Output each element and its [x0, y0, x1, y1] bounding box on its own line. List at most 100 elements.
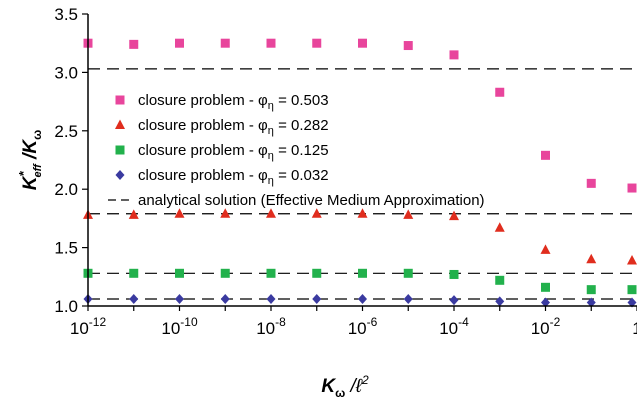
data-point-series-3 [449, 295, 459, 306]
y-title-main: K [20, 175, 41, 190]
y-tick-label: 1.5 [54, 239, 78, 258]
data-point-series-2 [312, 268, 322, 278]
legend-label-3: closure problem - φη = 0.032 [138, 167, 329, 187]
data-point-series-1 [128, 209, 139, 219]
data-point-series-2 [495, 275, 505, 285]
x-tick-base: 1 [632, 319, 637, 338]
axes [82, 13, 637, 311]
data-point-series-2 [175, 268, 184, 278]
x-axis-title: Kω /ℓ2 [321, 373, 369, 400]
x-tick-label: 10-6 [348, 315, 378, 338]
x-tick-exponent: -2 [550, 315, 561, 329]
y-title-superscript: * [16, 171, 31, 177]
data-point-series-0 [312, 38, 322, 48]
legend-marker-2 [115, 145, 125, 155]
y-tick-label: 3.5 [54, 5, 78, 24]
legend-label-text: closure problem - φ [138, 142, 268, 159]
legend-label-reference: analytical solution (Effective Medium Ap… [138, 192, 485, 209]
data-point-series-0 [129, 39, 139, 49]
x-tick-exponent: -6 [367, 315, 378, 329]
x-tick-label: 10-2 [531, 315, 561, 338]
data-point-series-2 [403, 268, 413, 278]
data-point-series-3 [175, 293, 184, 304]
x-tick-label: 10-10 [161, 315, 198, 338]
x-title-main: K [321, 376, 336, 397]
legend-label-subscript: η [268, 100, 274, 112]
legend-label-text: closure problem - φ [138, 117, 268, 134]
data-point-series-0 [175, 38, 184, 48]
data-point-series-3 [312, 293, 322, 304]
data-point-series-0 [627, 183, 637, 193]
x-tick-exponent: -12 [89, 315, 107, 329]
data-point-series-1 [494, 222, 505, 232]
data-point-series-1 [540, 244, 551, 254]
legend-marker-3 [115, 170, 125, 180]
legend-label-text: closure problem - φ [138, 167, 268, 184]
data-point-series-3 [129, 293, 139, 304]
data-point-series-0 [495, 87, 505, 97]
x-tick-exponent: -10 [180, 315, 198, 329]
legend-label-text: = 0.125 [274, 142, 329, 159]
data-point-series-1 [449, 210, 459, 221]
data-point-series-2 [266, 268, 276, 278]
legend-label-text: = 0.503 [274, 92, 329, 109]
legend-label-subscript: η [268, 125, 274, 137]
data-point-series-0 [358, 38, 367, 48]
legend-label-1: closure problem - φη = 0.282 [138, 117, 329, 137]
data-point-series-3 [541, 297, 550, 308]
data-point-series-3 [266, 293, 276, 304]
x-tick-label: 10-8 [256, 315, 286, 338]
legend-label-subscript: η [268, 175, 274, 187]
x-tick-exponent: -8 [275, 315, 286, 329]
x-tick-base: 10 [531, 319, 550, 338]
data-point-series-2 [541, 282, 550, 292]
data-point-series-0 [403, 41, 413, 51]
y-axis-title: K*eff /Kω [16, 130, 44, 190]
x-tick-label: 10-12 [70, 315, 107, 338]
y-title-rest: /K [20, 139, 41, 165]
data-point-series-3 [495, 296, 505, 307]
legend-label-2: closure problem - φη = 0.125 [138, 142, 329, 162]
legend-label-text: = 0.032 [274, 167, 329, 184]
x-title-subscript: ω [335, 386, 345, 400]
data-point-series-1 [174, 208, 185, 218]
data-point-series-1 [311, 208, 322, 218]
x-title-rest: /ℓ [345, 376, 363, 397]
data-point-series-2 [129, 268, 139, 278]
legend-label-text: = 0.282 [274, 117, 329, 134]
legend-label-text: closure problem - φ [138, 92, 268, 109]
data-point-series-1 [220, 208, 231, 218]
data-point-series-1 [266, 208, 276, 218]
data-point-series-2 [220, 268, 230, 278]
data-point-series-3 [358, 293, 367, 304]
data-point-series-0 [220, 38, 230, 48]
tick-labels: 1.01.52.02.53.03.510-12 10-10 10-8 10-6 10-4… [54, 5, 637, 338]
data-point-series-0 [586, 178, 596, 188]
legend-label-0: closure problem - φη = 0.503 [138, 92, 329, 112]
data-point-series-3 [403, 293, 413, 304]
data-point-series-1 [357, 208, 368, 218]
data-point-series-2 [627, 285, 637, 295]
y-tick-label: 2.5 [54, 122, 78, 141]
data-point-series-3 [586, 297, 596, 308]
x-tick-base: 10 [439, 319, 458, 338]
x-tick-base: 10 [256, 319, 275, 338]
data-point-series-2 [449, 269, 459, 279]
data-point-series-3 [627, 297, 637, 308]
data-point-series-0 [541, 150, 550, 160]
data-point-series-1 [586, 253, 597, 264]
x-tick-exponent: -4 [458, 315, 469, 329]
y-title-subscript: ω [30, 130, 44, 140]
x-tick-base: 10 [70, 319, 89, 338]
data-point-series-0 [449, 50, 459, 60]
y-tick-label: 1.0 [54, 297, 78, 316]
data-point-series-1 [627, 254, 637, 265]
x-tick-label: 10-4 [439, 315, 469, 338]
data-point-series-2 [358, 268, 367, 278]
data-point-series-1 [403, 209, 414, 219]
data-point-series-3 [220, 293, 230, 304]
x-tick-base: 10 [161, 319, 180, 338]
data-point-series-0 [266, 38, 276, 48]
